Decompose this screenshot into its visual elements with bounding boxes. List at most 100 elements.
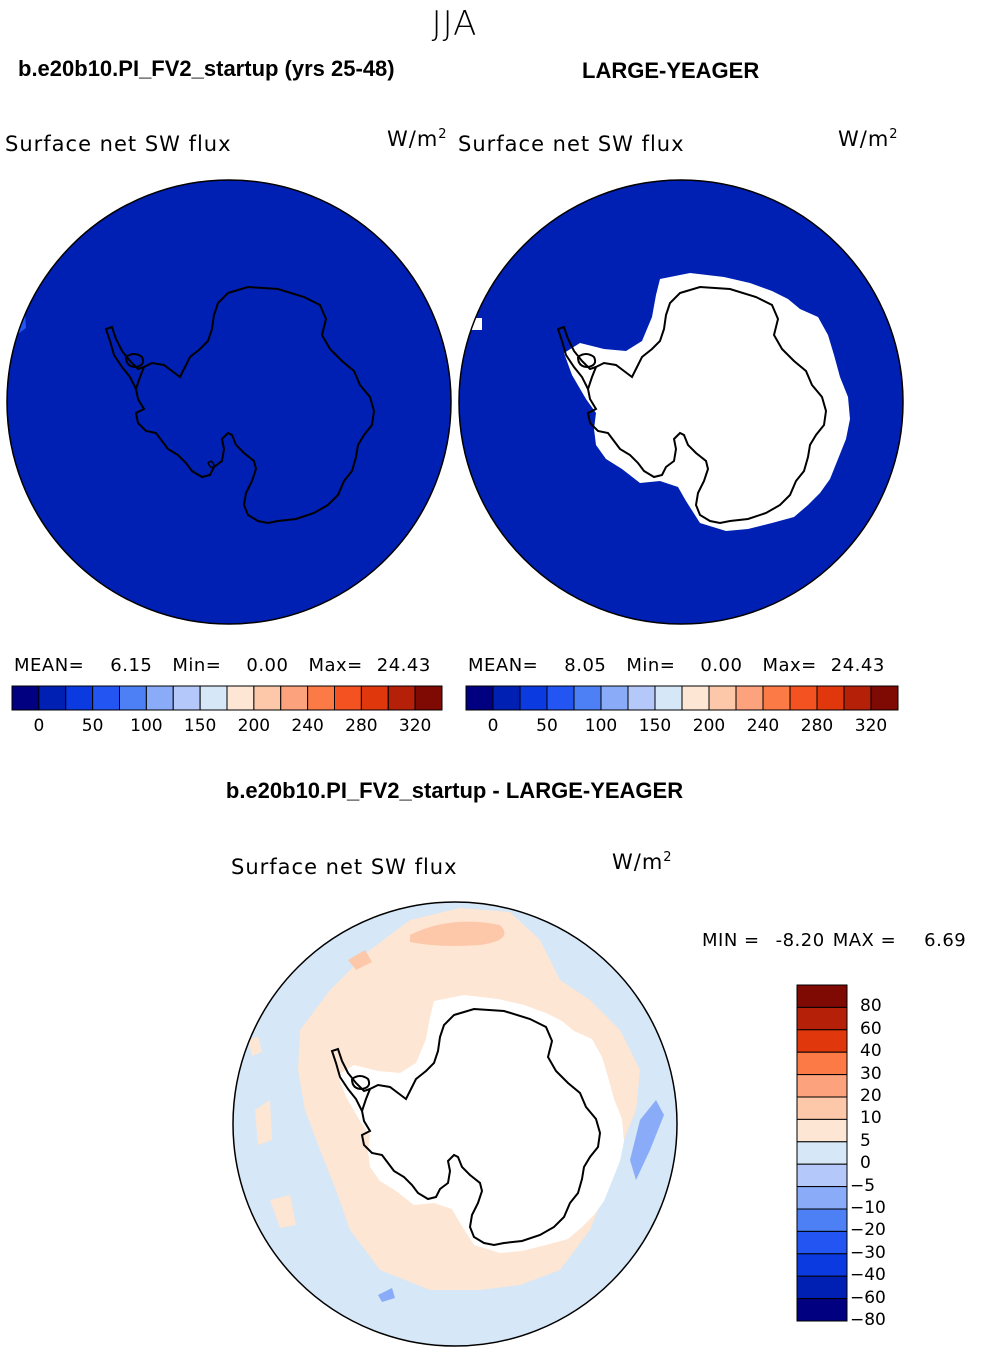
control-colorbar-swatch <box>816 685 845 711</box>
case-colorbar-swatch <box>38 685 67 711</box>
control-colorbar-tick-label: 100 <box>584 716 618 736</box>
control-min-label: Min= <box>626 655 676 676</box>
case-max-label: Max= <box>308 655 363 676</box>
control-variable-label: Surface net SW flux <box>458 132 685 156</box>
difference-colorbar-tick-label: 30 <box>860 1063 882 1084</box>
control-mean-value: 8.05 <box>564 655 607 676</box>
case-panel-title: b.e20b10.PI_FV2_startup (yrs 25-48) <box>18 56 395 81</box>
control-colorbar-tick-label: 150 <box>638 716 672 736</box>
case-colorbar-swatch <box>119 685 147 711</box>
case-min-label: Min= <box>172 655 222 676</box>
control-colorbar-swatch <box>870 685 899 711</box>
diff-units-label: W/m2 <box>612 850 673 874</box>
difference-colorbar-tick-label: −5 <box>850 1175 876 1196</box>
difference-colorbar-swatch <box>796 984 848 1008</box>
difference-colorbar-tick-label: −60 <box>850 1287 886 1308</box>
case-colorbar-tick-label: 0 <box>33 716 45 736</box>
case-variable-label: Surface net SW flux <box>5 132 232 156</box>
control-polar-map <box>458 179 904 625</box>
case-colorbar-tick-label: 280 <box>345 716 378 736</box>
control-colorbar-swatch <box>843 685 872 711</box>
diff-min-max: MIN = -8.20 MAX = 6.69 <box>702 930 966 951</box>
case-colorbar-swatch <box>226 685 255 711</box>
season-title: JJA <box>431 4 478 44</box>
control-colorbar-swatch <box>546 685 575 711</box>
control-colorbar-tick-label: 200 <box>692 716 726 736</box>
control-colorbar-tick-label: 0 <box>487 716 499 736</box>
control-colorbar-swatch <box>465 685 494 711</box>
case-colorbar-tick-label: 150 <box>183 716 217 736</box>
diff-max-label: MAX = <box>832 930 897 951</box>
difference-colorbar-tick-label: −10 <box>850 1198 886 1218</box>
case-colorbar <box>11 685 443 711</box>
difference-polar-map <box>232 901 678 1347</box>
case-colorbar-swatch <box>280 685 309 711</box>
difference-colorbar-swatch <box>796 1029 848 1053</box>
control-colorbar-swatch <box>519 685 548 711</box>
control-colorbar-tick-label: 320 <box>854 716 888 736</box>
difference-colorbar-swatch <box>796 1118 848 1143</box>
control-colorbar-swatch <box>600 685 629 711</box>
diff-max-value: 6.69 <box>924 930 967 951</box>
difference-colorbar-tick-label: 60 <box>860 1018 882 1039</box>
difference-colorbar-tick-label: 80 <box>860 996 882 1017</box>
case-colorbar-tick-label: 100 <box>130 716 163 736</box>
case-max-value: 24.43 <box>376 655 431 676</box>
case-mean-label: MEAN= <box>14 655 85 676</box>
difference-colorbar-swatch <box>796 1163 848 1188</box>
difference-colorbar-swatch <box>796 1051 848 1076</box>
control-units-label: W/m2 <box>838 127 899 151</box>
difference-colorbar-tick-label: 20 <box>860 1086 882 1106</box>
difference-colorbar-tick-label: 5 <box>860 1130 871 1151</box>
control-max-label: Max= <box>762 655 817 676</box>
difference-colorbar-swatch <box>796 1006 848 1031</box>
case-stats: MEAN= 6.15 Min= 0.00 Max= 24.43 <box>14 655 431 676</box>
difference-colorbar-tick-label: −20 <box>850 1220 886 1241</box>
difference-colorbar-tick-label: 40 <box>860 1041 882 1062</box>
control-stats: MEAN= 8.05 Min= 0.00 Max= 24.43 <box>468 655 885 676</box>
case-colorbar-swatch <box>387 685 416 711</box>
difference-panel-title: b.e20b10.PI_FV2_startup - LARGE-YEAGER <box>225 778 684 803</box>
control-panel-title: LARGE-YEAGER <box>582 58 760 83</box>
case-colorbar-swatch <box>92 685 120 711</box>
case-colorbar-swatch <box>11 685 40 711</box>
difference-colorbar-swatch <box>796 1253 848 1277</box>
difference-colorbar-swatch <box>796 1141 848 1165</box>
case-colorbar-tick-label: 200 <box>237 716 271 736</box>
case-colorbar-tick-label: 240 <box>291 716 324 736</box>
difference-colorbar-swatch <box>796 1096 848 1120</box>
case-mean-value: 6.15 <box>110 655 153 676</box>
case-colorbar-swatch <box>172 685 201 711</box>
control-colorbar <box>465 685 899 711</box>
case-colorbar-swatch <box>414 685 443 711</box>
difference-colorbar-tick-label: 10 <box>860 1108 882 1129</box>
control-colorbar-swatch <box>654 685 683 711</box>
control-min-value: 0.00 <box>700 655 743 676</box>
control-colorbar-swatch <box>762 685 791 711</box>
case-colorbar-swatch <box>65 685 94 711</box>
difference-colorbar-tick-label: −30 <box>850 1242 886 1263</box>
control-colorbar-swatch <box>573 685 602 711</box>
difference-colorbar-tick-label: −40 <box>850 1265 886 1286</box>
difference-colorbar-swatch <box>796 1298 848 1322</box>
control-max-value: 24.43 <box>830 655 885 676</box>
difference-colorbar-swatch <box>796 1074 848 1098</box>
control-colorbar-tick-label: 280 <box>800 716 834 736</box>
difference-colorbar-tick-label: −80 <box>850 1310 886 1330</box>
case-min-value: 0.00 <box>246 655 289 676</box>
control-colorbar-swatch <box>735 685 764 711</box>
difference-colorbar-swatch <box>796 1230 848 1255</box>
control-colorbar-tick-label: 50 <box>536 716 558 736</box>
difference-colorbar <box>796 984 848 1322</box>
case-polar-map <box>6 179 452 625</box>
control-colorbar-swatch <box>708 685 737 711</box>
case-colorbar-tick-label: 320 <box>398 716 432 736</box>
diff-min-label: MIN = <box>702 930 760 951</box>
case-colorbar-swatch <box>307 685 335 711</box>
case-units-label: W/m2 <box>387 127 448 151</box>
difference-colorbar-swatch <box>796 1208 848 1232</box>
case-colorbar-swatch <box>360 685 389 711</box>
control-colorbar-swatch <box>492 685 521 711</box>
difference-colorbar-swatch <box>796 1275 848 1300</box>
